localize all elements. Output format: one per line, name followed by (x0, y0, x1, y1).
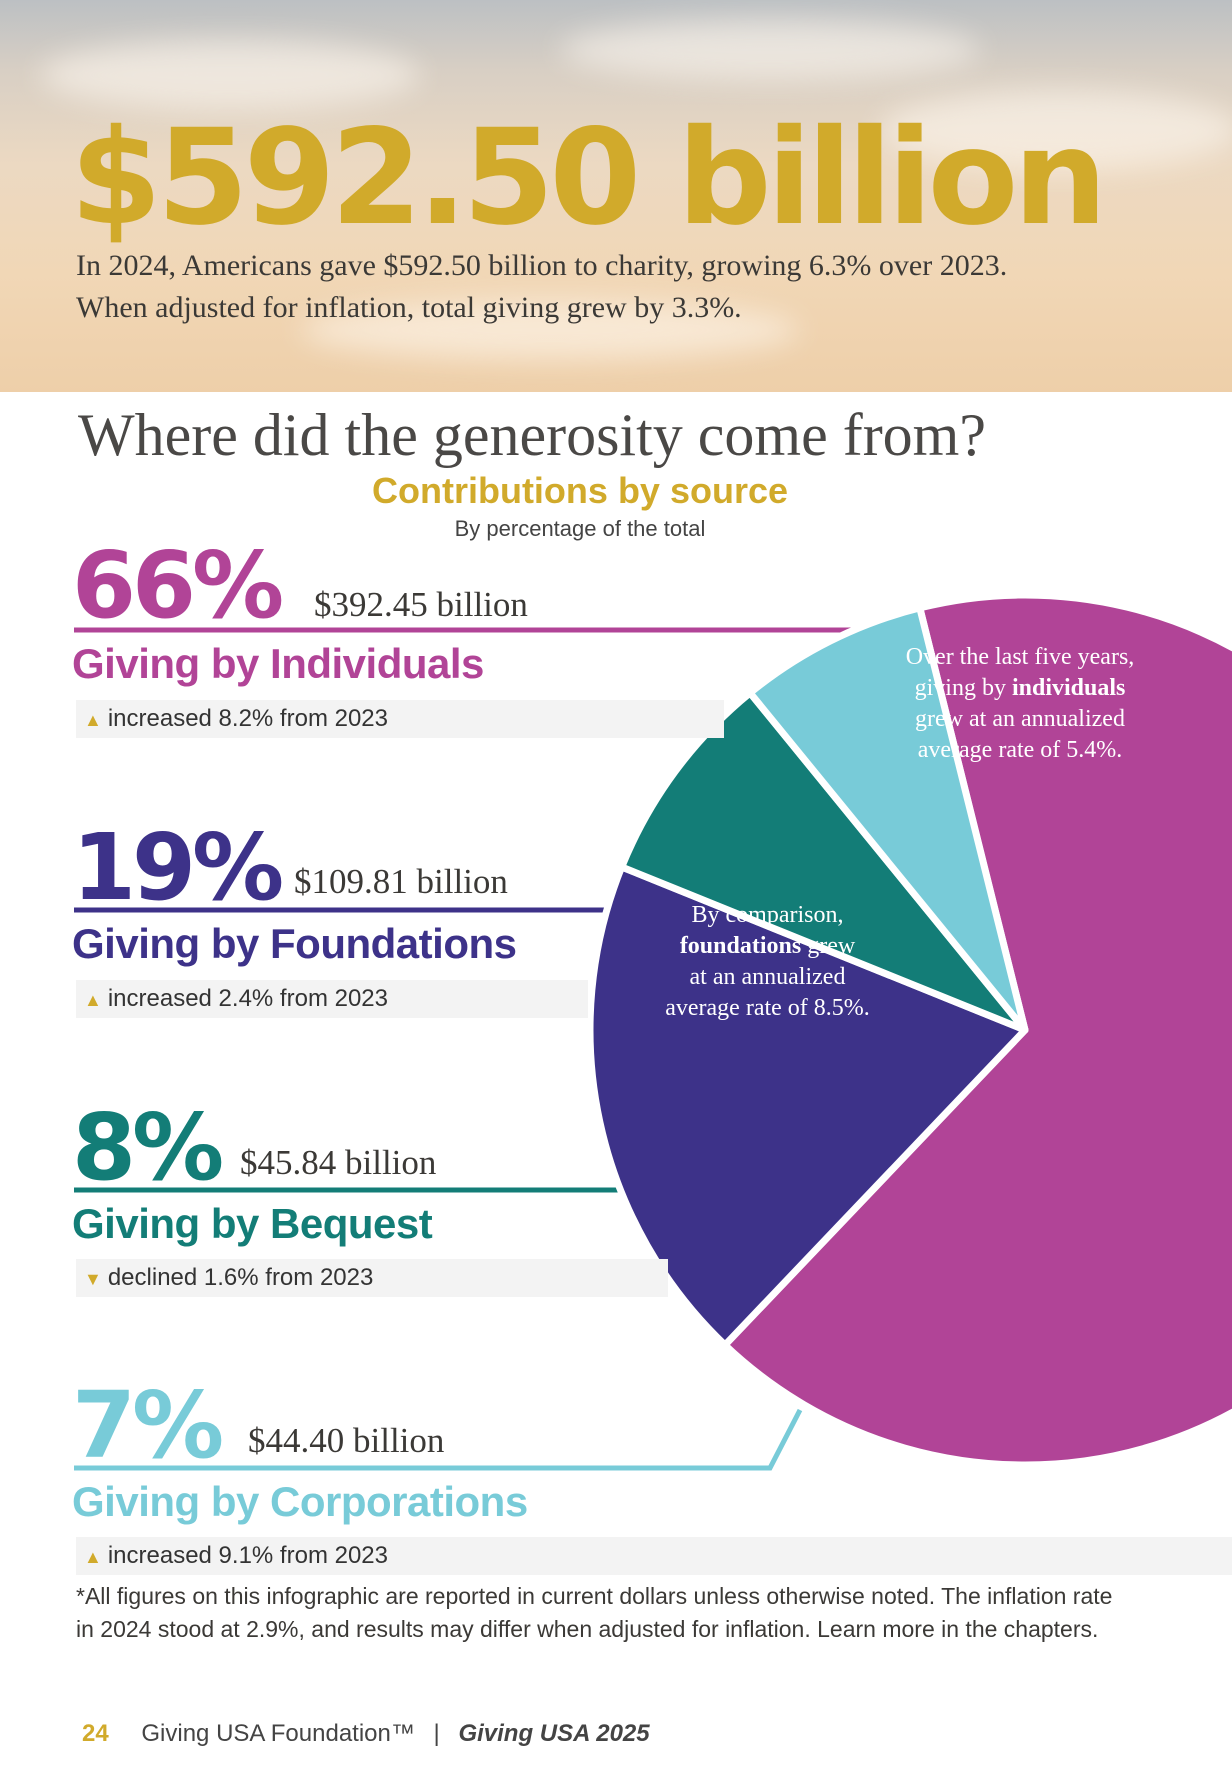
corporations-percent: 7% (72, 1372, 224, 1479)
foundations-label: Giving by Foundations (72, 920, 517, 967)
corporations-change-text: increased 9.1% from 2023 (107, 1542, 388, 1569)
pie-slice-corporations (746, 604, 1029, 1034)
annotation-emphasis: individuals (1011, 675, 1126, 701)
annotation-line: average rate of 5.4%. (917, 737, 1123, 763)
cloud-decoration (880, 90, 1232, 170)
annotation-line: average rate of 8.5%. (665, 995, 870, 1021)
up-arrow-icon: ▲ (84, 1547, 102, 1567)
pie-slice-bequest (618, 689, 1029, 1034)
bequest-change-text: declined 1.6% from 2023 (107, 1264, 374, 1291)
foundations-amount: $109.81 billion (294, 862, 508, 901)
up-arrow-icon: ▲ (84, 710, 102, 730)
annotation-line: giving by individuals (870, 673, 1170, 704)
individuals-amount: $392.45 billion (314, 585, 528, 624)
up-arrow-icon: ▲ (84, 990, 102, 1010)
individuals-annotation: Over the last five years, giving by indi… (870, 642, 1170, 766)
footnote: *All figures on this infographic are rep… (76, 1583, 1113, 1642)
corporations-amount: $44.40 billion (248, 1421, 445, 1460)
footer-publication: Giving USA 2025 (458, 1720, 650, 1747)
pie-slice-individuals (721, 591, 1232, 1469)
down-arrow-icon: ▼ (84, 1269, 102, 1289)
page-footer: 24 Giving USA Foundation™ | Giving USA 2… (82, 1720, 650, 1748)
cloud-decoration (40, 40, 420, 110)
corporations-change: ▲ increased 9.1% from 2023 (76, 1537, 1232, 1575)
annotation-line: Over the last five years, (905, 644, 1135, 670)
individuals-change-text: increased 8.2% from 2023 (107, 705, 388, 732)
annotation-line: By comparison, (691, 902, 844, 928)
annotation-line: at an annualized (689, 964, 846, 990)
chart-subtitle: By percentage of the total (454, 516, 706, 541)
bequest-change: ▼ declined 1.6% from 2023 (76, 1259, 668, 1297)
cloud-decoration (560, 20, 980, 80)
annotation-text: giving by (914, 675, 1012, 701)
hero-banner: $592.50 billion In 2024, Americans gave … (0, 0, 1232, 392)
cloud-decoration (300, 300, 800, 360)
bequest-amount: $45.84 billion (240, 1143, 437, 1182)
foundations-percent: 19% (72, 814, 284, 921)
section-title: Where did the generosity come from? (78, 402, 986, 468)
annotation-emphasis: foundations (679, 933, 802, 959)
leader-line-corporations (74, 1408, 803, 1471)
individuals-percent: 66% (72, 532, 284, 639)
foundations-change: ▲ increased 2.4% from 2023 (76, 980, 588, 1018)
chart-title: Contributions by source (371, 470, 789, 511)
summary-line-2: When adjusted for inflation, total givin… (76, 291, 742, 324)
bequest-percent: 8% (72, 1094, 224, 1201)
summary-line-1: In 2024, Americans gave $592.50 billion … (76, 249, 1008, 282)
footer-org: Giving USA Foundation™ (141, 1720, 415, 1747)
page-number: 24 (82, 1720, 109, 1747)
annotation-line: grew at an annualized (915, 706, 1125, 732)
individuals-change: ▲ increased 8.2% from 2023 (76, 700, 724, 738)
total-giving-amount: $592.50 billion (70, 101, 1107, 255)
bequest-label: Giving by Bequest (72, 1200, 433, 1247)
annotation-text: grew (801, 933, 856, 959)
foundations-change-text: increased 2.4% from 2023 (107, 985, 388, 1012)
foundations-annotation: By comparison, foundations grew at an an… (620, 900, 915, 1024)
footer-separator: | (433, 1720, 440, 1747)
corporations-label: Giving by Corporations (72, 1478, 528, 1525)
annotation-line: foundations grew (620, 931, 915, 962)
individuals-label: Giving by Individuals (72, 640, 484, 687)
